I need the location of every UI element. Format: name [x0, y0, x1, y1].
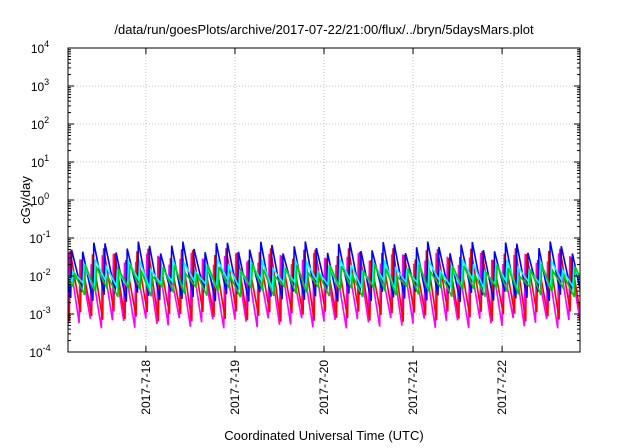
y-tick-label: 10-2	[29, 267, 50, 284]
x-axis: 2017-7-18 2017-7-19 2017-7-20 2017-7-21 2017…	[139, 48, 509, 415]
y-axis: 10-4 10-3 10-2 10-1 100 101 102 103 104	[29, 39, 580, 360]
y-tick-label: 102	[31, 115, 49, 132]
x-tick-label: 2017-7-22	[495, 360, 509, 415]
series-line	[68, 264, 580, 298]
x-tick-label: 2017-7-20	[317, 360, 331, 415]
y-tick-label: 104	[31, 39, 49, 56]
y-tick-label: 10-4	[29, 343, 50, 360]
y-tick-label: 103	[31, 77, 49, 94]
x-tick-label: 2017-7-18	[139, 360, 153, 415]
x-axis-label: Coordinated Universal Time (UTC)	[224, 428, 423, 443]
y-tick-label: 101	[31, 153, 49, 170]
x-tick-label: 2017-7-19	[228, 360, 242, 415]
series-group	[68, 241, 580, 329]
y-tick-label: 100	[31, 191, 49, 208]
y-axis-label: cGy/day	[18, 176, 33, 224]
y-tick-label: 10-3	[29, 305, 50, 322]
x-tick-label: 2017-7-21	[406, 360, 420, 415]
chart-title: /data/run/goesPlots/archive/2017-07-22/2…	[114, 22, 534, 37]
y-tick-label: 10-1	[29, 229, 50, 246]
